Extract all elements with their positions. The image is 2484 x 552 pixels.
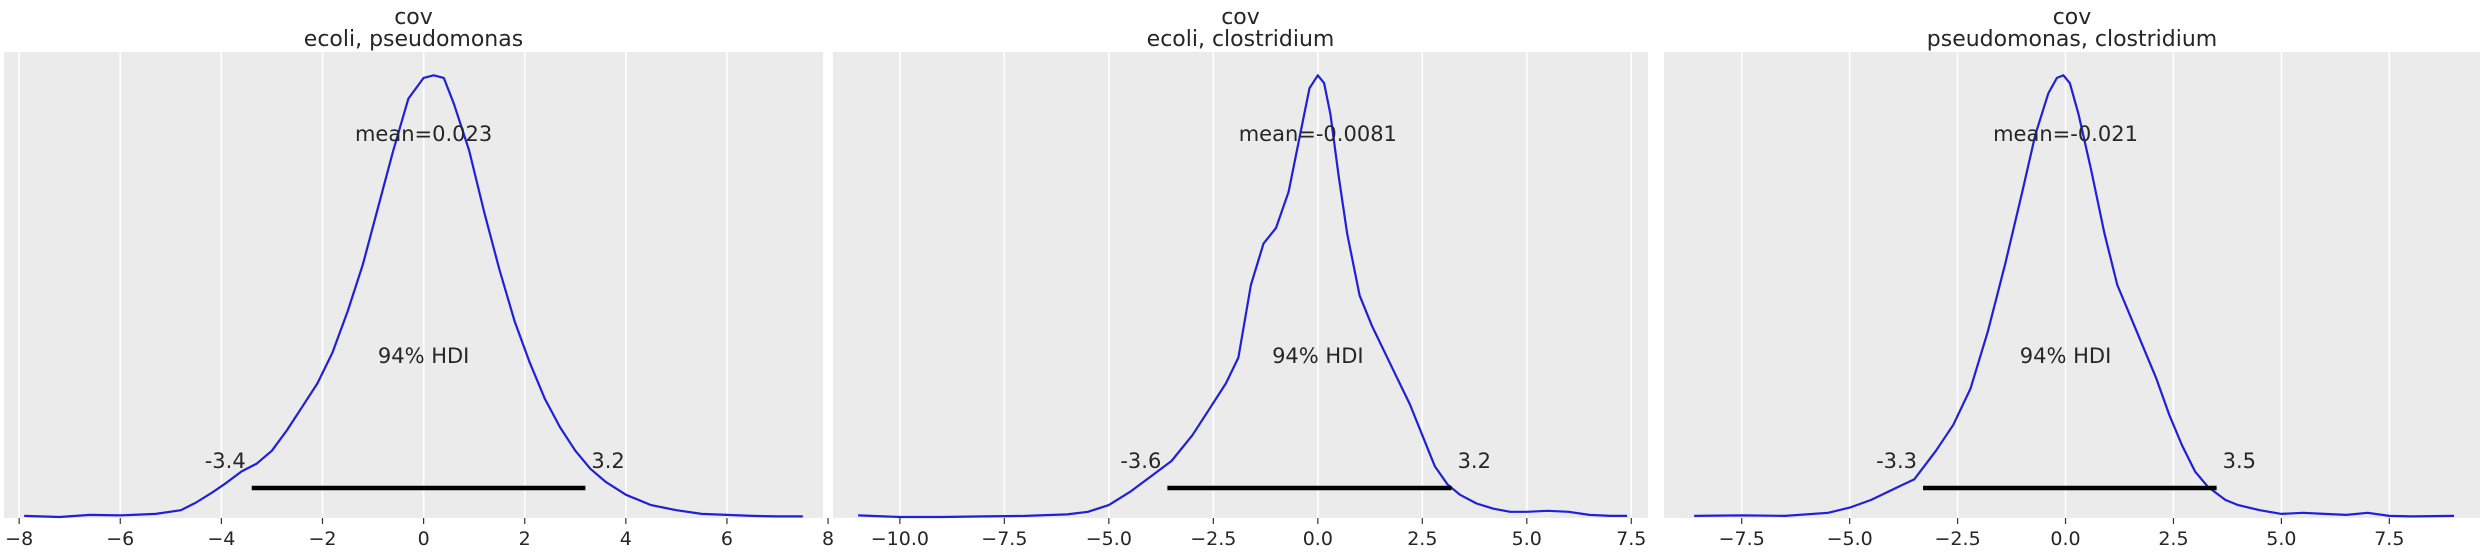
x-tick-label: −5.0 — [1086, 528, 1132, 550]
x-tick-label: 2.5 — [2158, 528, 2188, 550]
x-tick-label: −10.0 — [871, 528, 929, 550]
plot-background — [833, 52, 1648, 518]
density-line — [1694, 74, 2455, 518]
hdi-label: 94% HDI — [1272, 344, 1364, 368]
x-tick-label: 8 — [822, 528, 834, 550]
hdi-low-label: -3.3 — [1876, 449, 1917, 473]
density-line — [858, 74, 1628, 519]
subplot-2: −10.0 −7.5 −5.0 −2.5 0.0 2.5 5.0 7.5 -3.6 3.2 94% … — [833, 5, 1648, 550]
x-tick-label: 0 — [418, 528, 430, 550]
x-tick-label: 4 — [620, 528, 632, 550]
mean-label: mean=-0.0081 — [1239, 122, 1397, 146]
subplot-title-line-1: cov — [394, 5, 433, 30]
plot-background — [4, 52, 823, 518]
subplot-title-line-2: pseudomonas, clostridium — [1927, 27, 2217, 52]
x-tick-label: 2 — [519, 528, 531, 550]
x-tick-label: 5.0 — [2266, 528, 2296, 550]
x-tick-label: −6 — [106, 528, 134, 550]
plot-background — [1664, 52, 2480, 518]
mean-label: mean=-0.021 — [1993, 122, 2138, 146]
hdi-label: 94% HDI — [2020, 344, 2112, 368]
x-tick-label: −4 — [207, 528, 235, 550]
x-tick-label: 7.5 — [1616, 528, 1646, 550]
subplot-title-line-2: ecoli, clostridium — [1147, 27, 1335, 52]
hdi-label: 94% HDI — [378, 344, 470, 368]
x-tick-label: −2.5 — [1935, 528, 1981, 550]
subplot-title-line-1: cov — [2053, 5, 2092, 30]
x-tick-label: 2.5 — [1407, 528, 1437, 550]
x-tick-label: −8 — [5, 528, 33, 550]
x-tick-label: −2 — [308, 528, 336, 550]
subplot-title-line-1: cov — [1221, 5, 1260, 30]
hdi-high-label: 3.2 — [1458, 449, 1491, 473]
x-tick-label: 0.0 — [1303, 528, 1333, 550]
density-line — [24, 74, 803, 519]
subplot-3: −7.5 −5.0 −2.5 0.0 2.5 5.0 7.5 -3.3 3.5 94% HDI me… — [1664, 5, 2480, 550]
x-tick-label: 5.0 — [1512, 528, 1542, 550]
x-tick-label: −2.5 — [1190, 528, 1236, 550]
x-tick-label: −5.0 — [1827, 528, 1873, 550]
x-tick-label: 6 — [721, 528, 733, 550]
subplot-title-line-2: ecoli, pseudomonas — [304, 27, 523, 52]
hdi-low-label: -3.4 — [205, 449, 246, 473]
hdi-low-label: -3.6 — [1120, 449, 1161, 473]
x-tick-label: 7.5 — [2374, 528, 2404, 550]
mean-label: mean=0.023 — [355, 122, 492, 146]
x-tick-label: −7.5 — [981, 528, 1027, 550]
x-tick-label: 0.0 — [2050, 528, 2080, 550]
x-tick-label: −7.5 — [1719, 528, 1765, 550]
hdi-high-label: 3.5 — [2223, 449, 2256, 473]
hdi-high-label: 3.2 — [591, 449, 624, 473]
subplot-1: −8 −6 −4 −2 0 2 4 6 8 -3.4 3.2 94% HDI mean=0.023 cov… — [4, 5, 834, 550]
